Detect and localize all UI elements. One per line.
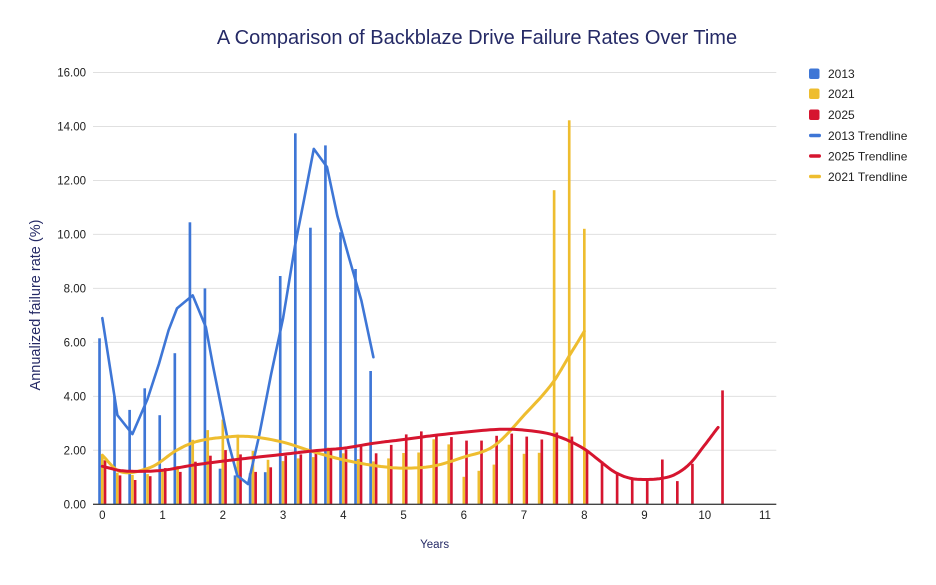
svg-text:0: 0 xyxy=(99,510,105,522)
svg-text:2025 Trendline: 2025 Trendline xyxy=(828,149,908,163)
svg-text:Annualized failure rate (%): Annualized failure rate (%) xyxy=(28,220,44,391)
svg-text:3: 3 xyxy=(280,510,286,522)
svg-text:2021: 2021 xyxy=(828,87,855,101)
svg-text:2021 Trendline: 2021 Trendline xyxy=(828,170,908,184)
svg-text:8.00: 8.00 xyxy=(64,284,86,296)
svg-text:10.00: 10.00 xyxy=(57,230,86,242)
svg-text:10: 10 xyxy=(698,510,711,522)
svg-text:12.00: 12.00 xyxy=(57,176,86,188)
svg-text:6.00: 6.00 xyxy=(64,338,86,350)
svg-text:A Comparison of Backblaze Driv: A Comparison of Backblaze Drive Failure … xyxy=(217,27,737,49)
svg-text:2.00: 2.00 xyxy=(64,446,86,458)
svg-text:9: 9 xyxy=(641,510,647,522)
svg-text:2: 2 xyxy=(220,510,226,522)
svg-text:4.00: 4.00 xyxy=(64,392,86,404)
svg-text:8: 8 xyxy=(581,510,587,522)
svg-text:4: 4 xyxy=(340,510,347,522)
svg-text:Years: Years xyxy=(420,539,449,551)
svg-text:5: 5 xyxy=(400,510,406,522)
svg-text:2013 Trendline: 2013 Trendline xyxy=(828,129,908,143)
svg-text:1: 1 xyxy=(159,510,165,522)
svg-text:16.00: 16.00 xyxy=(57,68,86,80)
svg-text:2025: 2025 xyxy=(828,108,855,122)
svg-text:6: 6 xyxy=(461,510,467,522)
svg-text:7: 7 xyxy=(521,510,527,522)
svg-text:14.00: 14.00 xyxy=(57,122,86,134)
svg-text:0.00: 0.00 xyxy=(64,500,86,512)
svg-text:2013: 2013 xyxy=(828,67,855,81)
svg-text:11: 11 xyxy=(759,510,771,522)
